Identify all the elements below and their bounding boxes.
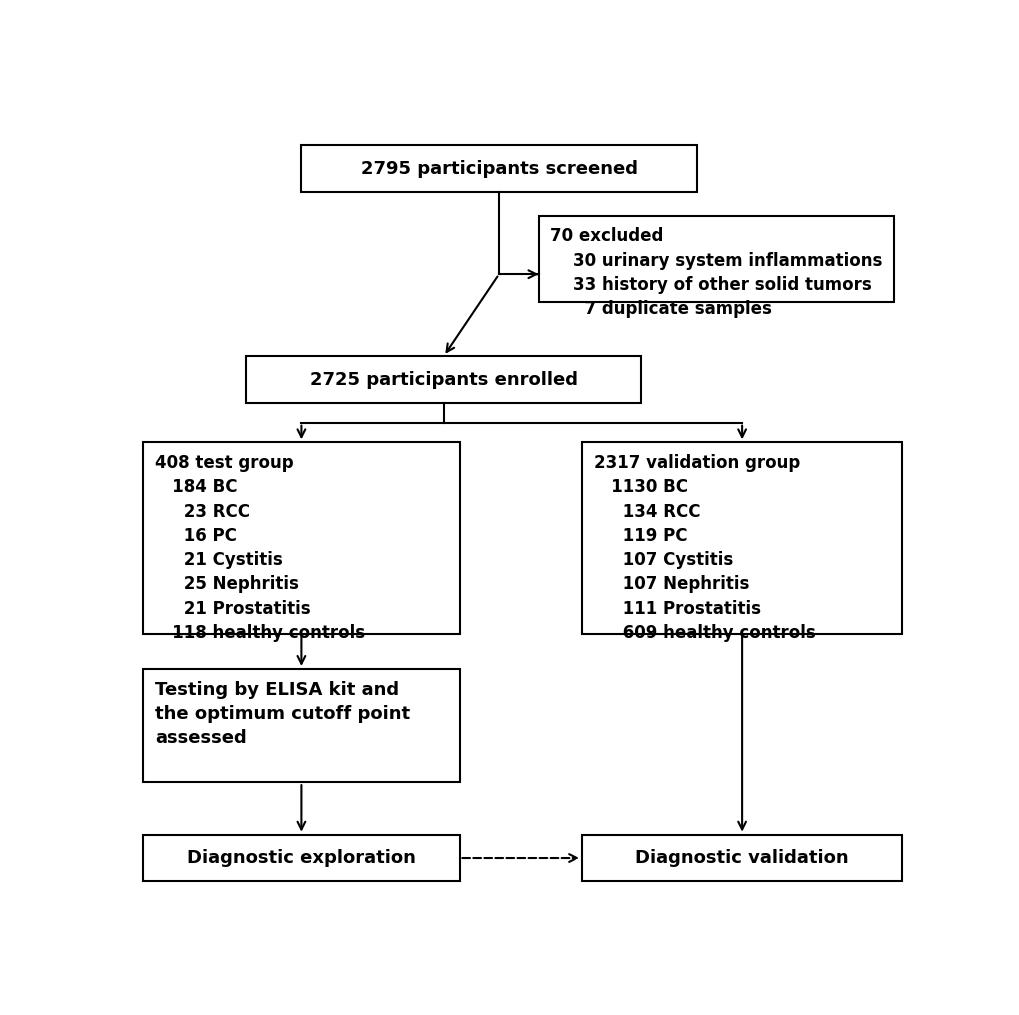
Text: 2795 participants screened: 2795 participants screened [360, 159, 637, 178]
Bar [538, 215, 894, 301]
Bar [143, 834, 460, 881]
Text: 2317 validation group
   1130 BC
     134 RCC
     119 PC
     107 Cystitis
    : 2317 validation group 1130 BC 134 RCC 11… [593, 454, 815, 642]
Text: 2725 participants enrolled: 2725 participants enrolled [310, 370, 577, 389]
Bar [246, 356, 641, 403]
Text: Diagnostic exploration: Diagnostic exploration [186, 849, 416, 867]
Text: 408 test group
   184 BC
     23 RCC
     16 PC
     21 Cystitis
     25 Nephrit: 408 test group 184 BC 23 RCC 16 PC 21 Cy… [155, 454, 365, 642]
Bar [582, 443, 902, 633]
Text: Testing by ELISA kit and
the optimum cutoff point
assessed: Testing by ELISA kit and the optimum cut… [155, 681, 410, 747]
Bar [143, 443, 460, 633]
Bar [582, 834, 902, 881]
Text: 70 excluded
    30 urinary system inflammations
    33 history of other solid tu: 70 excluded 30 urinary system inflammati… [550, 227, 881, 319]
Bar [302, 145, 696, 192]
Bar [143, 669, 460, 783]
Text: Diagnostic validation: Diagnostic validation [635, 849, 848, 867]
